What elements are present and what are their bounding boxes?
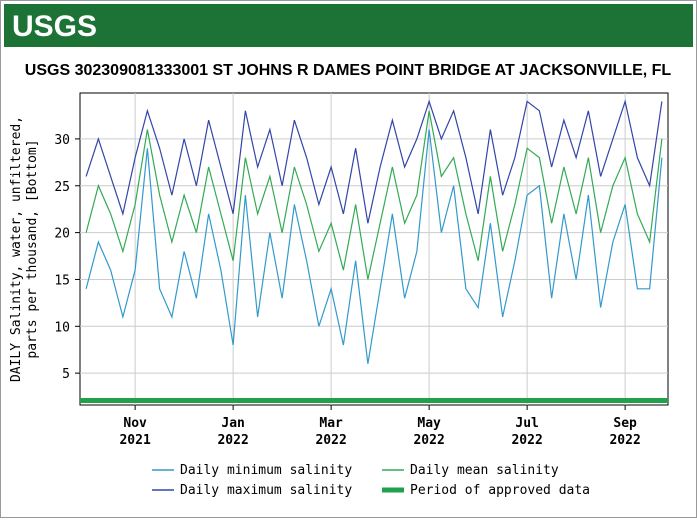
legend-swatch	[152, 489, 174, 491]
y-tick-label: 30	[54, 133, 70, 148]
logo: USGS	[12, 10, 97, 43]
legend-swatch	[382, 487, 404, 493]
y-tick-label: 10	[54, 320, 70, 335]
x-tick-label: May 2022	[413, 416, 444, 448]
series-line	[85, 99, 663, 224]
y-tick-label: 15	[54, 273, 70, 288]
header	[4, 4, 693, 47]
legend-label: Daily maximum salinity	[180, 483, 352, 498]
x-tick-label: Jul 2022	[511, 416, 542, 448]
y-tick-label: 25	[54, 180, 70, 195]
series-line	[85, 129, 663, 364]
y-axis-label: DAILY Salinity, water, unfiltered,parts …	[9, 116, 40, 382]
plot-area	[79, 92, 669, 406]
x-tick-label: Mar 2022	[315, 416, 346, 448]
x-tick-label: Nov 2021	[119, 416, 150, 448]
x-tick-label: Jan 2022	[217, 416, 248, 448]
approved-band	[80, 398, 668, 403]
legend-label: Period of approved data	[410, 483, 590, 498]
legend-swatch	[152, 469, 174, 471]
x-tick-label: Sep 2022	[609, 416, 640, 448]
y-tick-label: 20	[54, 227, 70, 242]
legend-label: Daily mean salinity	[410, 463, 559, 478]
series-line	[85, 110, 663, 280]
y-tick-label: 5	[62, 367, 70, 382]
chart-title: USGS 302309081333001 ST JOHNS R DAMES PO…	[25, 62, 672, 79]
legend-swatch	[382, 469, 404, 471]
legend-label: Daily minimum salinity	[180, 463, 352, 478]
